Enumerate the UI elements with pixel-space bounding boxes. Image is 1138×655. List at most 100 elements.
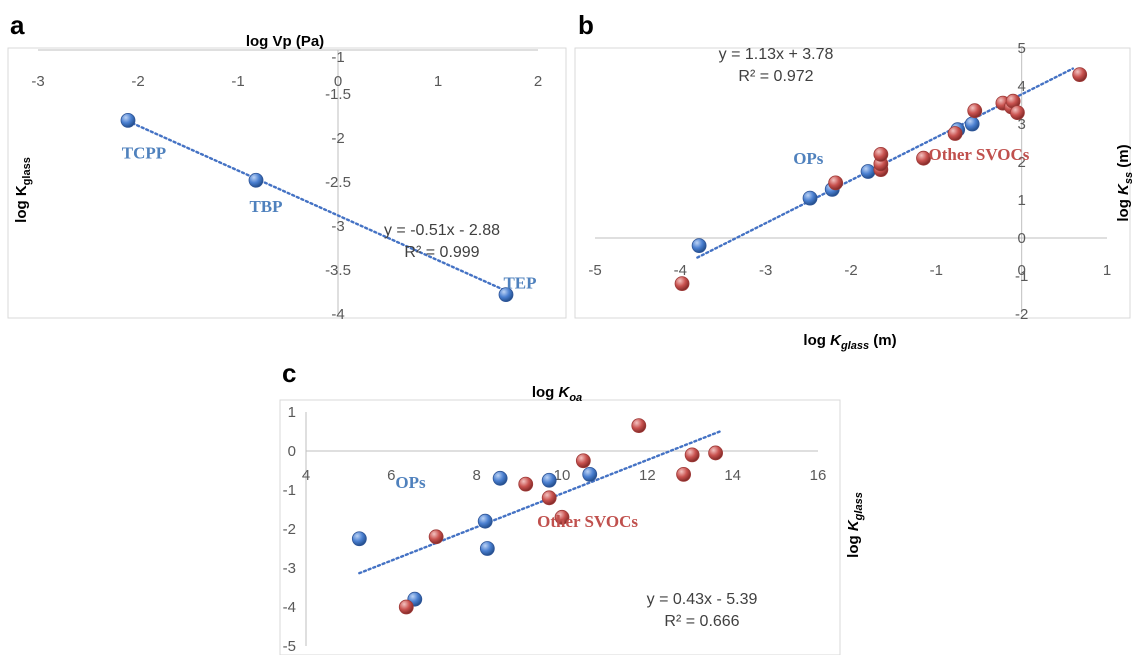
y-tick-label: 5 — [1017, 40, 1025, 57]
chart-title: log Vp (Pa) — [246, 33, 324, 50]
series-label-ops: OPs — [395, 473, 426, 492]
data-point-ops — [802, 190, 818, 206]
series-label-other-svocs: Other SVOCs — [537, 512, 638, 531]
y-axis-title: log Kglass — [845, 492, 865, 558]
data-point-ops — [498, 287, 514, 303]
data-point-ops — [964, 116, 980, 132]
data-point-ops — [477, 513, 493, 529]
data-point-ops — [479, 541, 495, 556]
y-tick-label: 0 — [288, 443, 296, 460]
r-squared-label: R² = 0.999 — [404, 244, 479, 261]
data-point-other-svocs — [828, 175, 844, 191]
data-point-ops — [120, 113, 136, 128]
x-tick-label: -1 — [930, 262, 943, 279]
y-tick-label: -2 — [283, 521, 296, 538]
trendline-equation: y = 1.13x + 3.78 — [719, 46, 834, 63]
y-axis-title: log Kglass — [13, 157, 33, 223]
x-tick-label: 1 — [1103, 262, 1111, 279]
data-point-ops — [691, 238, 707, 254]
panel-letter: a — [10, 10, 25, 40]
data-point-other-svocs — [1072, 67, 1088, 82]
data-point-other-svocs — [684, 447, 700, 463]
x-tick-label: 16 — [810, 467, 827, 484]
y-tick-label: -2 — [1015, 306, 1028, 323]
data-point-other-svocs — [575, 453, 591, 469]
y-tick-label: -3.5 — [325, 262, 351, 279]
y-tick-label: -1 — [283, 482, 296, 499]
trendline-equation: y = 0.43x - 5.39 — [647, 591, 758, 608]
data-point-other-svocs — [518, 476, 534, 492]
y-tick-label: -1 — [1015, 268, 1028, 285]
data-point-other-svocs — [873, 146, 889, 162]
y-tick-label: 4 — [1017, 78, 1025, 95]
y-tick-label: -4 — [331, 306, 344, 323]
trendline-equation: y = -0.51x - 2.88 — [384, 222, 500, 239]
x-tick-label: 10 — [554, 467, 571, 484]
y-tick-label: 2 — [1017, 154, 1025, 171]
data-point-ops — [351, 531, 367, 547]
r-squared-label: R² = 0.972 — [738, 68, 813, 85]
y-tick-label: -2.5 — [325, 174, 351, 191]
y-axis-title: log Kss (m) — [1115, 144, 1135, 221]
x-tick-label: 12 — [639, 467, 656, 484]
data-point-other-svocs — [674, 276, 690, 292]
x-tick-label: -1 — [231, 73, 244, 90]
data-point-other-svocs — [947, 126, 963, 141]
x-tick-label: -4 — [674, 262, 687, 279]
x-tick-label: 1 — [434, 73, 442, 90]
y-tick-label: 1 — [288, 404, 296, 421]
plot-frame — [574, 47, 1131, 319]
data-point-other-svocs — [1010, 105, 1025, 120]
data-point-other-svocs — [676, 466, 691, 482]
data-point-other-svocs — [916, 150, 931, 166]
plot-frame — [7, 47, 567, 319]
chart-title: log Koa — [532, 384, 582, 404]
data-point-ops — [541, 472, 557, 488]
data-point-other-svocs — [554, 509, 570, 525]
y-tick-label: -3 — [283, 560, 296, 577]
x-tick-label: 6 — [387, 467, 395, 484]
data-point-other-svocs — [967, 103, 983, 119]
x-tick-label: 2 — [534, 73, 542, 90]
data-point-ops — [582, 466, 598, 482]
panel-letter: c — [282, 358, 296, 388]
data-point-other-svocs — [708, 445, 723, 461]
y-tick-label: 3 — [1017, 116, 1025, 133]
chart-panel-a: -3 -2 -1 0 1 2 -1.5 -2 -2.5 -3 -3.5 -4 -1 y = -0.51x … — [7, 10, 567, 323]
data-point-other-svocs — [631, 418, 647, 434]
data-point-other-svocs — [428, 529, 444, 545]
y-tick-label: -4 — [283, 599, 296, 616]
data-point-ops — [492, 470, 508, 486]
y-tick-label: -5 — [283, 638, 296, 655]
x-tick-label: -3 — [759, 262, 772, 279]
x-tick-label: 0 — [334, 73, 342, 90]
y-tick-label: -3 — [331, 218, 344, 235]
x-tick-label: -3 — [31, 73, 44, 90]
data-point-other-svocs — [398, 599, 414, 615]
x-tick-label: 0 — [1017, 262, 1025, 279]
r-squared-label: R² = 0.666 — [664, 613, 739, 630]
panel-letter: b — [578, 10, 594, 40]
series-label-ops: OPs — [793, 149, 824, 168]
plot-frame — [279, 399, 841, 655]
x-tick-label: -2 — [131, 73, 144, 90]
data-point-ops — [248, 172, 264, 188]
x-axis-title: log Kglass (m) — [803, 332, 896, 352]
x-tick-label: 8 — [472, 467, 480, 484]
x-tick-label: -2 — [844, 262, 857, 279]
x-tick-label: -5 — [588, 262, 601, 279]
y-tick-label: -1 — [331, 49, 344, 66]
data-point-other-svocs — [541, 490, 557, 506]
y-tick-label: -1.5 — [325, 86, 351, 103]
y-tick-label: -2 — [331, 130, 344, 147]
point-label: TEP — [503, 274, 536, 293]
trendline — [358, 430, 722, 575]
x-tick-label: 14 — [724, 467, 741, 484]
point-label: TCPP — [122, 143, 166, 162]
trendline — [126, 119, 508, 293]
x-tick-label: 4 — [302, 467, 310, 484]
series-label-other-svocs: Other SVOCs — [929, 145, 1030, 164]
